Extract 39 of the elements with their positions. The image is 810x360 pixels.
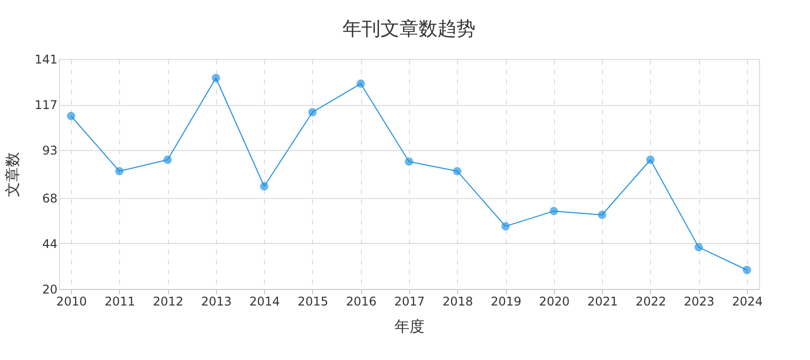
x-tick-label: 2023: [684, 294, 714, 308]
y-tick-label: 44: [42, 236, 58, 251]
x-tick-label: 2017: [394, 294, 425, 308]
chart-title: 年刊文章数趋势: [342, 18, 476, 40]
point: [308, 108, 317, 116]
x-tick-label: 2019: [490, 294, 522, 308]
x-tick-label: 2011: [104, 294, 136, 308]
point: [356, 80, 365, 88]
y-tick-label: 117: [34, 98, 58, 112]
point: [404, 157, 414, 166]
x-tick-label: 2016: [346, 294, 376, 308]
point: [163, 156, 172, 164]
x-axis-title: 年度: [394, 318, 424, 336]
y-tick-label: 141: [34, 52, 58, 66]
x-tick-label: 2014: [249, 294, 280, 308]
point: [115, 166, 124, 176]
point: [453, 166, 462, 176]
y-tick-label: 68: [42, 191, 58, 206]
y-tick-label: 20: [42, 282, 58, 296]
x-tick-label: 2015: [298, 294, 328, 308]
point: [742, 266, 752, 274]
point: [694, 243, 703, 252]
point: [550, 206, 558, 216]
x-tick-label: 2020: [539, 294, 570, 308]
x-tick-label: 2021: [587, 294, 618, 308]
x-tick-label: 2013: [201, 294, 232, 308]
point: [646, 156, 655, 164]
point: [260, 182, 268, 191]
point: [212, 74, 220, 82]
y-axis-title: 文章数: [4, 152, 22, 197]
x-tick-label: 2012: [152, 294, 184, 308]
x-tick-label: 2010: [56, 294, 87, 308]
point: [501, 222, 510, 230]
point: [66, 112, 76, 120]
point: [598, 210, 606, 220]
x-tick-label: 2024: [732, 294, 763, 308]
x-tick-label: 2022: [636, 294, 666, 308]
y-tick-label: 93: [42, 144, 58, 158]
x-tick-label: 2018: [442, 294, 474, 308]
